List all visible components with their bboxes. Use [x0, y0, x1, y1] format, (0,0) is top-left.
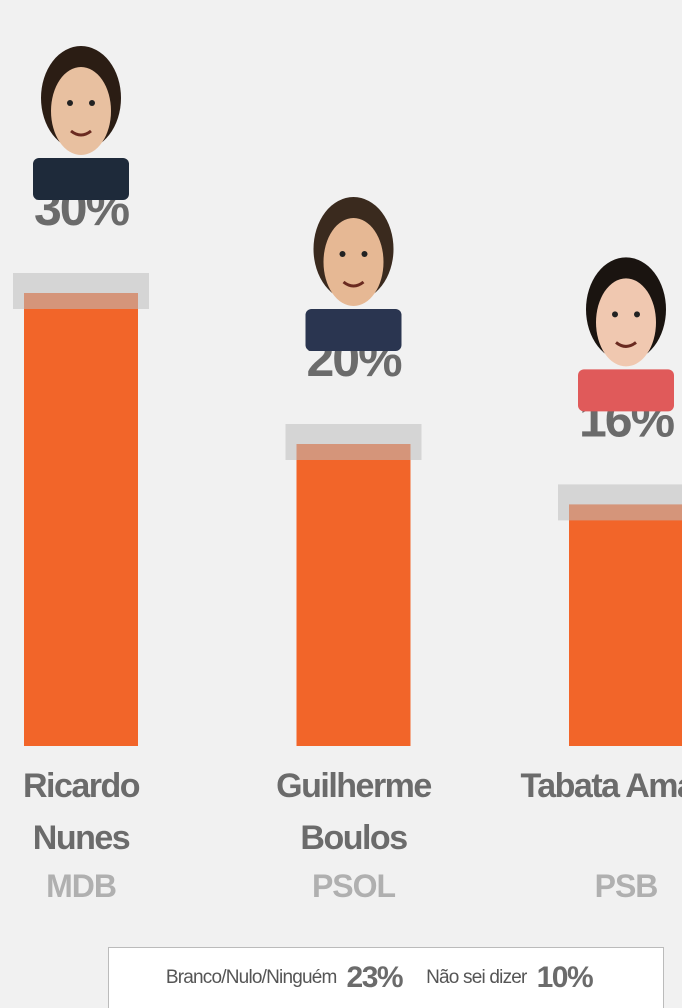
- party-name: MDB: [0, 868, 191, 905]
- portrait-eye: [362, 251, 368, 257]
- portrait: [33, 46, 129, 200]
- other-label: Branco/Nulo/Ninguém: [166, 967, 337, 989]
- portrait-eye: [634, 311, 640, 317]
- candidate-name: Tabata Amaral: [516, 760, 682, 812]
- party-name: PSB: [516, 868, 682, 905]
- portrait-shirt: [578, 369, 674, 411]
- bar: [569, 504, 682, 746]
- other-label: Não sei dizer: [426, 967, 526, 989]
- infographic: 30%20%16% Branco/Nulo/Ninguém23%Não sei …: [0, 0, 682, 1008]
- portrait-eye: [67, 100, 73, 106]
- portrait-eye: [612, 311, 618, 317]
- portrait-shirt: [306, 309, 402, 351]
- other-value: 10%: [537, 961, 593, 995]
- portrait: [306, 197, 402, 351]
- candidate-name: Ricardo Nunes: [0, 760, 191, 864]
- other-value: 23%: [347, 961, 403, 995]
- party-name: PSOL: [244, 868, 464, 905]
- bar: [24, 293, 138, 746]
- portrait-face: [51, 67, 111, 155]
- portrait-face: [324, 218, 384, 306]
- margin-band: [13, 273, 149, 309]
- portrait-face: [596, 278, 656, 366]
- portrait: [578, 257, 674, 411]
- portrait-shirt: [33, 158, 129, 200]
- footer-box: Branco/Nulo/Ninguém 23% Não sei dizer 10%: [108, 947, 664, 1008]
- candidate-name: Guilherme Boulos: [244, 760, 464, 864]
- portrait-eye: [340, 251, 346, 257]
- margin-band: [558, 484, 682, 520]
- margin-band: [286, 424, 422, 460]
- portrait-eye: [89, 100, 95, 106]
- bar: [297, 444, 411, 746]
